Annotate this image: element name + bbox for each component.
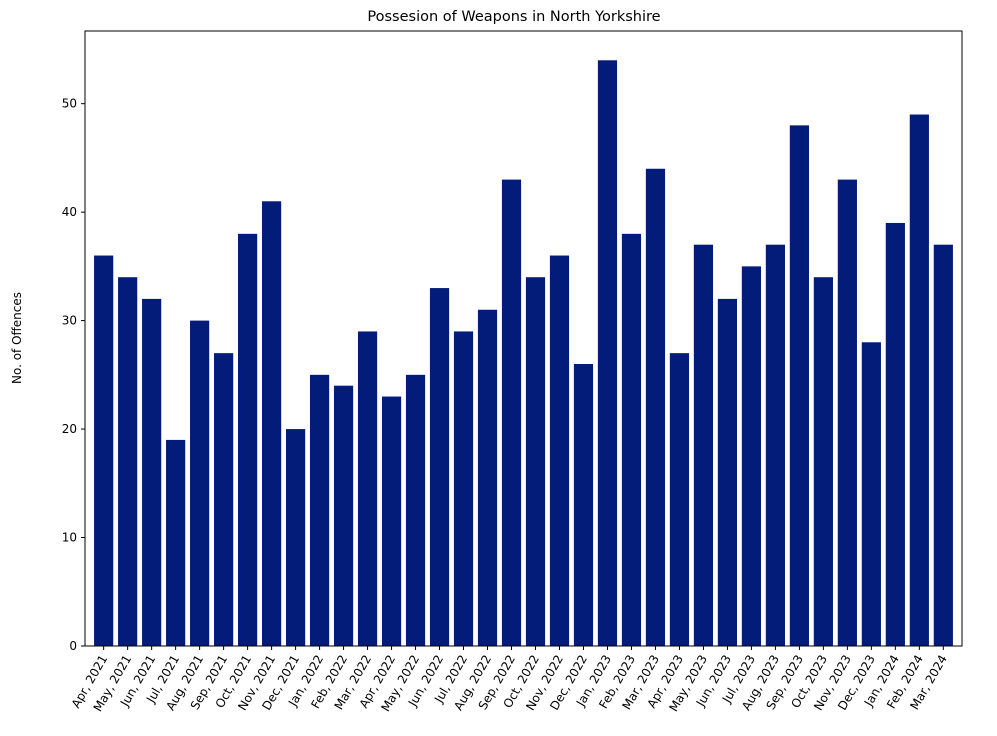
bar	[789, 125, 809, 646]
chart-title: Possesion of Weapons in North Yorkshire	[367, 9, 660, 25]
y-tick-label: 0	[69, 639, 77, 653]
bar	[885, 222, 905, 646]
bar	[525, 277, 546, 646]
y-axis-label: No. of Offences	[10, 292, 24, 384]
y-tick-label: 20	[62, 422, 77, 436]
bar	[909, 114, 929, 647]
bar	[621, 233, 642, 646]
bar	[405, 374, 426, 646]
bar	[477, 309, 498, 646]
bar	[190, 320, 210, 646]
bar	[933, 244, 953, 646]
bar	[765, 244, 786, 646]
y-tick-label: 10	[62, 531, 77, 545]
bar	[669, 353, 690, 646]
bar	[214, 353, 234, 646]
bar	[597, 60, 618, 647]
bar	[501, 179, 522, 646]
bar	[94, 255, 114, 646]
bars-group	[94, 60, 953, 647]
bar	[357, 331, 378, 646]
bar	[142, 298, 162, 646]
bar	[166, 439, 186, 646]
bar	[453, 331, 474, 646]
bar	[261, 201, 282, 646]
bar	[118, 277, 138, 646]
bar	[741, 266, 762, 646]
bar	[813, 277, 833, 646]
y-tick-label: 40	[62, 205, 77, 219]
bar	[693, 244, 714, 646]
bar	[573, 363, 594, 646]
bar	[549, 255, 570, 646]
bar	[381, 396, 402, 646]
bar	[285, 429, 306, 646]
bar	[238, 233, 258, 646]
y-tick-label: 50	[62, 97, 77, 111]
y-axis-ticks: 0 10 20 30 40 50	[62, 97, 85, 653]
bar	[645, 168, 666, 646]
bar	[837, 179, 857, 646]
bar	[861, 342, 881, 646]
bar	[333, 385, 354, 646]
bar	[717, 298, 738, 646]
bar	[429, 288, 450, 646]
bar	[309, 374, 330, 646]
plot-frame	[84, 30, 963, 647]
y-tick-label: 30	[62, 314, 77, 328]
